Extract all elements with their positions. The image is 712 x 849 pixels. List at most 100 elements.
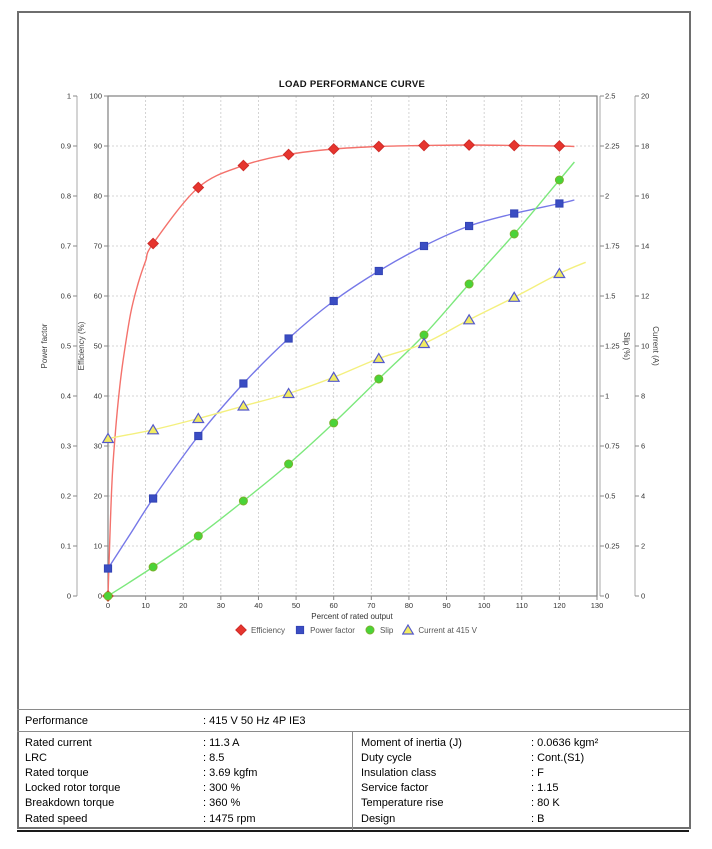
table-row: Duty cycle : Cont.(S1) bbox=[353, 750, 689, 765]
legend-label: Slip bbox=[379, 625, 394, 635]
svg-text:1: 1 bbox=[605, 392, 609, 401]
svg-text:30: 30 bbox=[94, 442, 102, 451]
row-label: Breakdown torque bbox=[25, 797, 115, 810]
svg-text:18: 18 bbox=[641, 142, 649, 151]
svg-text:20: 20 bbox=[179, 601, 187, 610]
svg-text:10: 10 bbox=[141, 601, 149, 610]
svg-text:50: 50 bbox=[94, 342, 102, 351]
svg-text:90: 90 bbox=[442, 601, 450, 610]
svg-text:0.3: 0.3 bbox=[61, 442, 71, 451]
svg-text:130: 130 bbox=[591, 601, 604, 610]
svg-text:0.5: 0.5 bbox=[61, 342, 71, 351]
svg-text:0.6: 0.6 bbox=[61, 292, 71, 301]
row-label: Moment of inertia (J) bbox=[361, 736, 462, 749]
svg-text:Slip (%): Slip (%) bbox=[622, 332, 631, 360]
table-column-left: Rated current: 11.3 A LRC: 8.5 Rated torqu… bbox=[17, 732, 352, 830]
legend-diamond-icon bbox=[235, 624, 247, 636]
svg-text:1.5: 1.5 bbox=[605, 292, 615, 301]
svg-text:16: 16 bbox=[641, 192, 649, 201]
legend-label: Power factor bbox=[310, 625, 355, 635]
svg-text:0: 0 bbox=[98, 592, 102, 601]
svg-text:70: 70 bbox=[367, 601, 375, 610]
svg-text:1.25: 1.25 bbox=[605, 342, 620, 351]
svg-text:0: 0 bbox=[641, 592, 645, 601]
row-label: Service factor bbox=[361, 782, 429, 795]
svg-text:40: 40 bbox=[254, 601, 262, 610]
load-performance-chart: 0 10 20 30 40 50 60 70 80 90 100 110 120 13000.10.20.… bbox=[40, 79, 660, 621]
table-row: Rated torque : 3.69 kgfm bbox=[17, 765, 352, 780]
svg-text:0.2: 0.2 bbox=[61, 492, 71, 501]
svg-text:8: 8 bbox=[641, 392, 645, 401]
row-value: : 0.0636 kgm² bbox=[531, 736, 599, 749]
row-value: : 8.5 bbox=[203, 751, 225, 764]
row-value: : 11.3 A bbox=[203, 736, 240, 749]
svg-text:100: 100 bbox=[478, 601, 491, 610]
svg-text:10: 10 bbox=[641, 342, 649, 351]
legend-item: Efficiency bbox=[235, 624, 285, 636]
svg-text:0.1: 0.1 bbox=[61, 542, 71, 551]
row-value: : 3.69 kgfm bbox=[203, 766, 258, 779]
svg-text:60: 60 bbox=[94, 292, 102, 301]
svg-text:6: 6 bbox=[641, 442, 645, 451]
row-value: : 80 K bbox=[531, 797, 560, 810]
svg-text:80: 80 bbox=[405, 601, 413, 610]
row-label: Insulation class bbox=[361, 766, 437, 779]
table-column-right: Moment of inertia (J): 0.0636 kgm² Duty c… bbox=[352, 732, 689, 831]
table-row: Breakdown torque : 360 % bbox=[17, 796, 352, 811]
svg-text:2: 2 bbox=[641, 542, 645, 551]
svg-text:2.25: 2.25 bbox=[605, 142, 620, 151]
performance-value: : 415 V 50 Hz 4P IE3 bbox=[203, 714, 306, 727]
svg-text:0: 0 bbox=[67, 592, 71, 601]
svg-text:80: 80 bbox=[94, 192, 102, 201]
row-label: Duty cycle bbox=[361, 751, 412, 764]
row-label: LRC bbox=[25, 751, 48, 764]
svg-text:14: 14 bbox=[641, 242, 649, 251]
row-value: : B bbox=[531, 812, 545, 825]
row-value: : 360 % bbox=[203, 797, 241, 810]
table-row: Rated speed: 1475 rpm bbox=[17, 811, 352, 826]
svg-text:12: 12 bbox=[641, 292, 649, 301]
row-value: : 1.15 bbox=[531, 782, 559, 795]
svg-text:2: 2 bbox=[605, 192, 609, 201]
svg-text:70: 70 bbox=[94, 242, 102, 251]
table-row: Service factor : 1.15 bbox=[353, 781, 689, 796]
svg-text:10: 10 bbox=[94, 542, 102, 551]
svg-text:1.75: 1.75 bbox=[605, 242, 620, 251]
svg-text:100: 100 bbox=[89, 92, 102, 101]
svg-text:90: 90 bbox=[94, 142, 102, 151]
row-label: Rated speed bbox=[25, 812, 88, 825]
svg-text:0: 0 bbox=[605, 592, 609, 601]
svg-text:Efficiency (%): Efficiency (%) bbox=[77, 321, 86, 370]
table-row: Rated current : 11.3 A bbox=[17, 735, 352, 750]
table-row: Temperature rise : 80 K bbox=[353, 796, 689, 811]
row-label: Temperature rise bbox=[361, 797, 444, 810]
chart-legend: Efficiency Power factor Slip Current at 415… bbox=[0, 624, 712, 636]
svg-text:40: 40 bbox=[94, 392, 102, 401]
svg-text:110: 110 bbox=[516, 601, 528, 610]
svg-text:0.7: 0.7 bbox=[61, 242, 71, 251]
legend-square-icon bbox=[295, 625, 305, 635]
table-row: Insulation class: F bbox=[353, 765, 689, 780]
row-label: Rated current bbox=[25, 736, 92, 749]
svg-text:30: 30 bbox=[217, 601, 225, 610]
row-label: Design bbox=[361, 812, 396, 825]
table-columns: Rated current: 11.3 A LRC: 8.5 Rated torqu… bbox=[17, 732, 689, 833]
svg-text:LOAD PERFORMANCE CURVE: LOAD PERFORMANCE CURVE bbox=[279, 79, 425, 90]
svg-text:Power factor: Power factor bbox=[40, 323, 49, 368]
performance-table: Performance : 415 V 50 Hz 4P IE3 Rated c… bbox=[17, 709, 689, 833]
svg-text:Current (A): Current (A) bbox=[651, 326, 660, 366]
svg-text:0.75: 0.75 bbox=[605, 442, 620, 451]
table-row: Locked rotor torque: 300 % bbox=[17, 781, 352, 796]
svg-text:50: 50 bbox=[292, 601, 300, 610]
svg-text:0: 0 bbox=[106, 601, 110, 610]
legend-label: Efficiency bbox=[250, 625, 286, 635]
svg-text:2.5: 2.5 bbox=[605, 92, 615, 101]
svg-text:120: 120 bbox=[553, 601, 566, 610]
legend-item: Power factor bbox=[294, 624, 355, 636]
svg-text:0.4: 0.4 bbox=[61, 392, 71, 401]
row-label: Rated torque bbox=[25, 766, 89, 779]
svg-text:20: 20 bbox=[641, 92, 649, 101]
row-value: : Cont.(S1) bbox=[531, 751, 585, 764]
svg-text:Percent of rated output: Percent of rated output bbox=[311, 612, 393, 621]
